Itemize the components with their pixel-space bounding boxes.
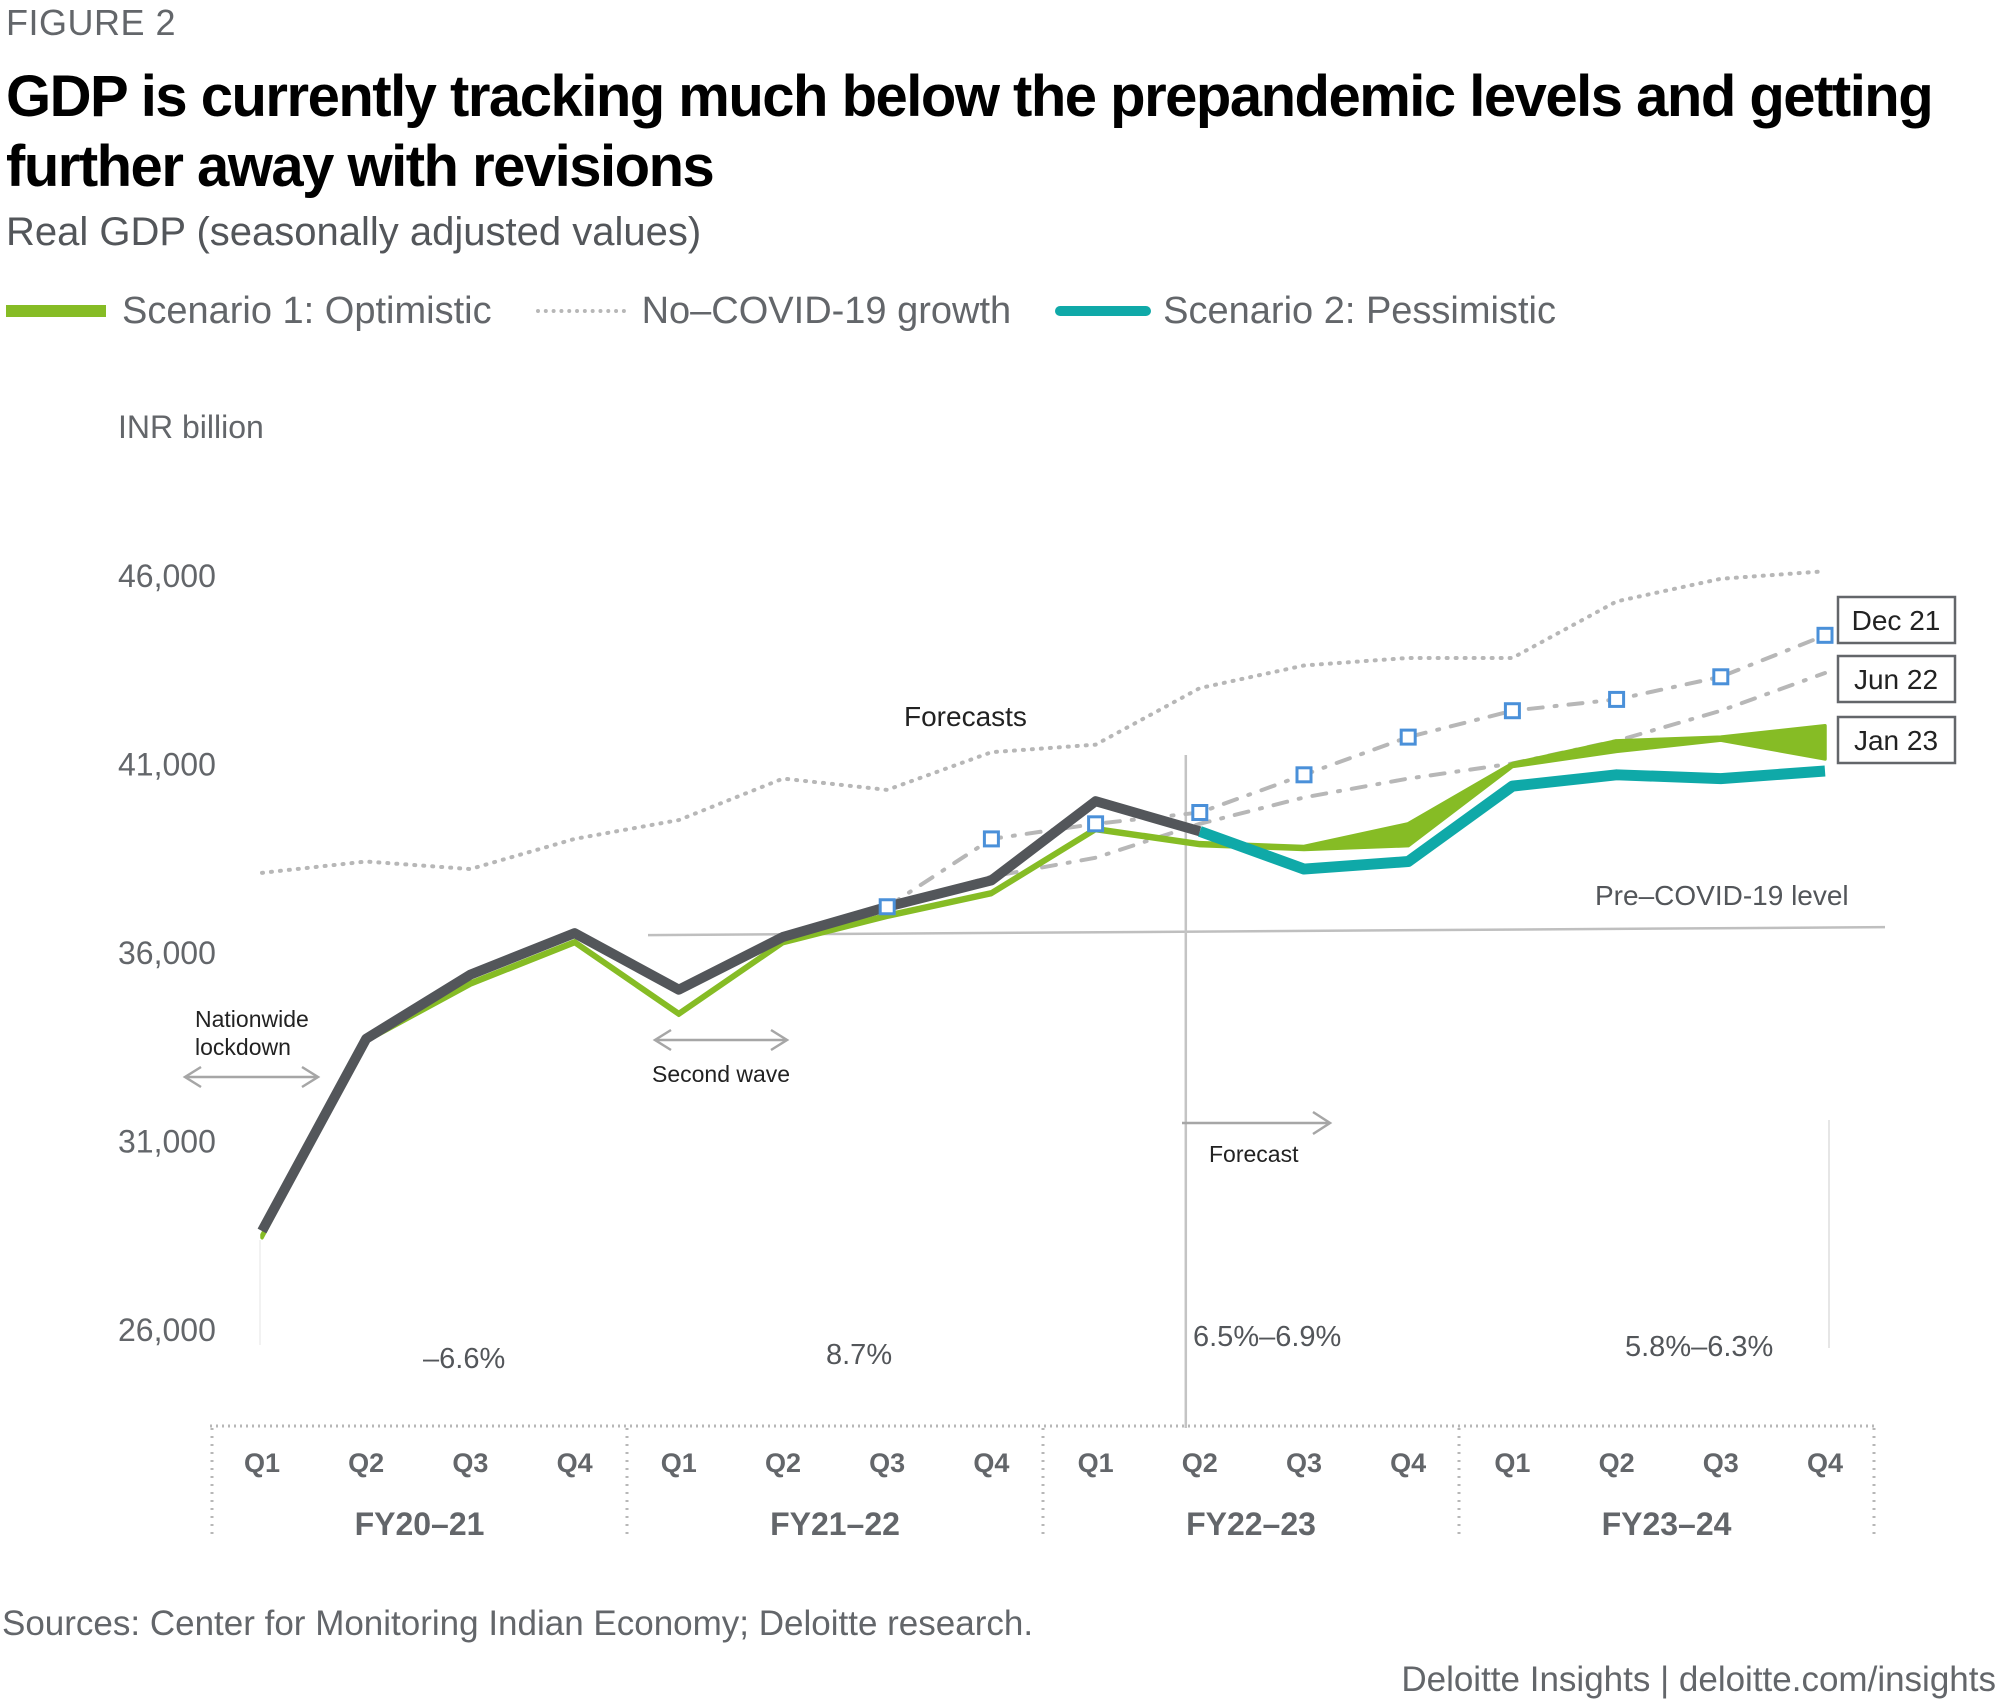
x-tick-quarter: Q1 [661, 1448, 697, 1478]
y-tick-label: 31,000 [118, 1124, 216, 1160]
pre-covid-label: Pre–COVID-19 level [1595, 880, 1849, 911]
y-tick-label: 41,000 [118, 747, 216, 783]
second-wave-arrow-left-head [652, 1028, 672, 1052]
legend-item-pessimistic: Scenario 2: Pessimistic [1055, 290, 1556, 333]
x-tick-quarter: Q3 [1286, 1448, 1322, 1478]
annual-growth-label: –6.6% [423, 1343, 505, 1375]
figure-label: FIGURE 2 [6, 2, 177, 43]
dec21-marker [1503, 702, 1521, 720]
credit-line: Deloitte Insights | deloitte.com/insight… [1401, 1660, 1996, 1699]
chart-plot: INR billion 26,000 31,000 36,000 41,000 46,00… [118, 409, 1957, 1542]
x-tick-fiscal-year: FY21–22 [770, 1506, 900, 1542]
dec21-marker [1087, 815, 1105, 833]
lockdown-arrow-right-head [301, 1065, 321, 1089]
x-tick-quarter: Q4 [1390, 1448, 1426, 1478]
annual-growth-label: 6.5%–6.9% [1193, 1321, 1341, 1353]
revision-label-box [1836, 654, 1957, 704]
pessimistic-scenario-line [1197, 765, 1826, 875]
x-tick-quarter: Q2 [348, 1448, 384, 1478]
x-tick-quarter: Q3 [869, 1448, 905, 1478]
dec21-marker [1608, 690, 1626, 708]
chart-subtitle: Real GDP (seasonally adjusted values) [6, 210, 702, 254]
x-tick-quarter: Q3 [1703, 1448, 1739, 1478]
dec21-marker [982, 830, 1000, 848]
dec21-marker [878, 898, 896, 916]
annual-growth-label: 8.7% [826, 1339, 892, 1371]
x-tick-quarter: Q1 [1494, 1448, 1530, 1478]
dec21-marker [1295, 766, 1313, 784]
dec21-marker [1191, 804, 1209, 822]
jun22-revision-line [885, 671, 1827, 909]
forecast-annotation: Forecast [1209, 1141, 1299, 1167]
legend: Scenario 1: Optimistic No–COVID-19 growt… [6, 286, 1600, 336]
x-tick-quarter: Q2 [765, 1448, 801, 1478]
x-tick-quarter: Q2 [1599, 1448, 1635, 1478]
y-tick-label: 36,000 [118, 935, 216, 971]
dec21-marker [1399, 728, 1417, 746]
lockdown-annotation-line1: Nationwide [195, 1006, 309, 1032]
source-note: Sources: Center for Monitoring Indian Ec… [2, 1604, 1034, 1643]
y-axis-label: INR billion [118, 409, 264, 445]
second-wave-arrow-right-head [770, 1028, 790, 1052]
legend-label-optimistic: Scenario 1: Optimistic [122, 289, 492, 332]
legend-swatch-no-covid [535, 309, 626, 313]
legend-item-optimistic: Scenario 1: Optimistic [6, 290, 492, 333]
dec21-marker [1816, 626, 1834, 644]
revision-label: Jun 22 [1854, 664, 1938, 695]
y-tick-label: 46,000 [118, 558, 216, 594]
revision-label-box [1836, 715, 1957, 765]
no-covid-growth-line [260, 569, 1827, 875]
legend-swatch-optimistic [6, 305, 106, 317]
forecast-arrow-head [1312, 1110, 1333, 1136]
second-wave-annotation: Second wave [652, 1061, 790, 1087]
x-tick-quarter: Q2 [1182, 1448, 1218, 1478]
revision-label: Jan 23 [1854, 725, 1938, 756]
legend-label-pessimistic: Scenario 2: Pessimistic [1163, 289, 1556, 332]
legend-label-no-covid: No–COVID-19 growth [641, 289, 1012, 332]
x-tick-quarter: Q1 [244, 1448, 280, 1478]
lockdown-annotation-line2: lockdown [195, 1034, 291, 1060]
x-tick-fiscal-year: FY20–21 [355, 1506, 485, 1542]
revision-label-box [1836, 595, 1957, 645]
y-tick-label: 26,000 [118, 1312, 216, 1348]
optimistic-scenario-band [260, 724, 1827, 1240]
dec21-marker [1712, 668, 1730, 686]
x-tick-quarter: Q3 [452, 1448, 488, 1478]
annual-growth-label: 5.8%–6.3% [1625, 1331, 1773, 1363]
revision-label: Dec 21 [1852, 605, 1941, 636]
x-tick-quarter: Q4 [1807, 1448, 1843, 1478]
actual-gdp-line [257, 796, 1202, 1234]
legend-swatch-pessimistic [1055, 306, 1152, 316]
x-tick-quarter: Q4 [557, 1448, 593, 1478]
x-tick-fiscal-year: FY23–24 [1602, 1506, 1732, 1542]
lockdown-arrow-left-head [182, 1065, 202, 1089]
x-tick-quarter: Q1 [1078, 1448, 1114, 1478]
forecasts-annotation: Forecasts [904, 701, 1027, 732]
legend-item-no-covid: No–COVID-19 growth [535, 289, 1012, 333]
chart-title: GDP is currently tracking much below the… [6, 64, 1934, 199]
pre-covid-reference-line [647, 925, 1886, 937]
x-tick-fiscal-year: FY22–23 [1186, 1506, 1316, 1542]
x-tick-quarter: Q4 [973, 1448, 1009, 1478]
